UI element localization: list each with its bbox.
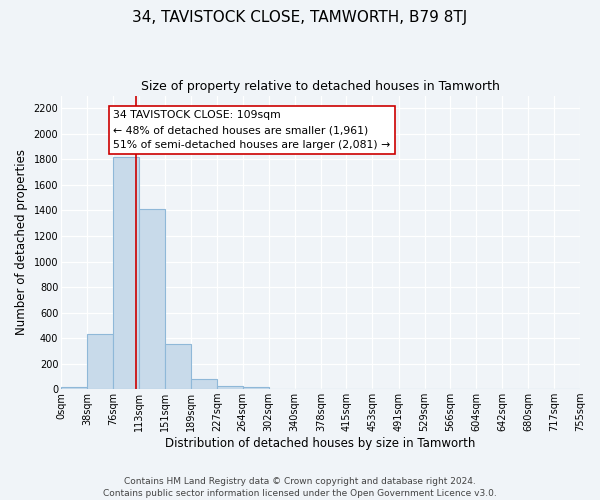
Bar (87, 334, 113, 389)
Bar (139, 209, 165, 389)
Bar (165, 344, 191, 389)
Bar (242, 386, 269, 389)
Text: 34 TAVISTOCK CLOSE: 109sqm
← 48% of detached houses are smaller (1,961)
51% of s: 34 TAVISTOCK CLOSE: 109sqm ← 48% of deta… (113, 110, 390, 150)
Text: Contains HM Land Registry data © Crown copyright and database right 2024.
Contai: Contains HM Land Registry data © Crown c… (103, 476, 497, 498)
X-axis label: Distribution of detached houses by size in Tamworth: Distribution of detached houses by size … (166, 437, 476, 450)
Bar (61, 386, 87, 389)
Y-axis label: Number of detached properties: Number of detached properties (15, 150, 28, 336)
Title: Size of property relative to detached houses in Tamworth: Size of property relative to detached ho… (141, 80, 500, 93)
Text: 34, TAVISTOCK CLOSE, TAMWORTH, B79 8TJ: 34, TAVISTOCK CLOSE, TAMWORTH, B79 8TJ (133, 10, 467, 25)
Bar (113, 157, 139, 389)
Bar (217, 386, 242, 389)
Bar (191, 379, 217, 389)
